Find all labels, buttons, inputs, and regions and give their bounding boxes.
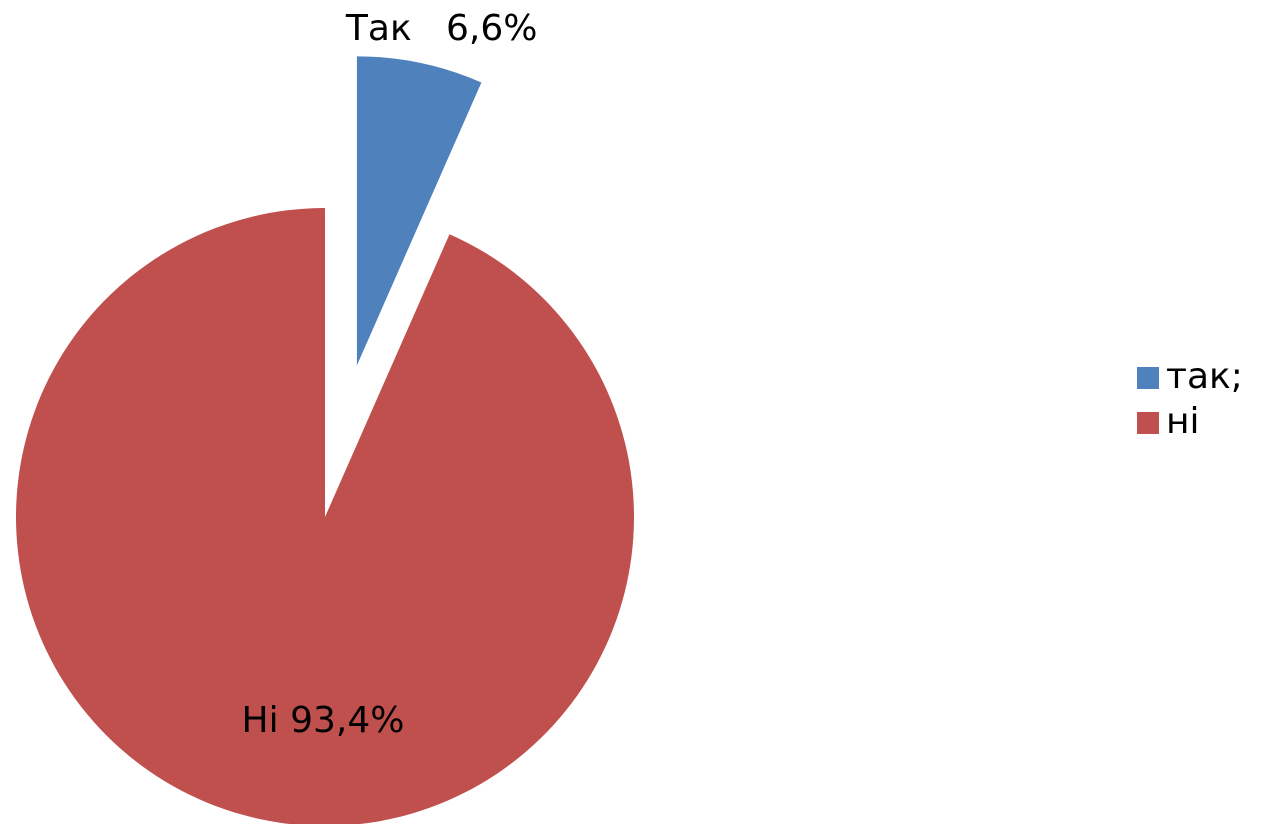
- data-label: Ні 93,4%: [242, 700, 405, 741]
- legend-swatch: [1137, 367, 1159, 389]
- legend-label: ні: [1166, 401, 1200, 442]
- legend-label: так;: [1166, 356, 1243, 397]
- data-label: Так 6,6%: [345, 8, 538, 49]
- legend-swatch: [1137, 412, 1159, 434]
- pie-slice: [16, 208, 634, 824]
- pie-slice: [356, 56, 482, 366]
